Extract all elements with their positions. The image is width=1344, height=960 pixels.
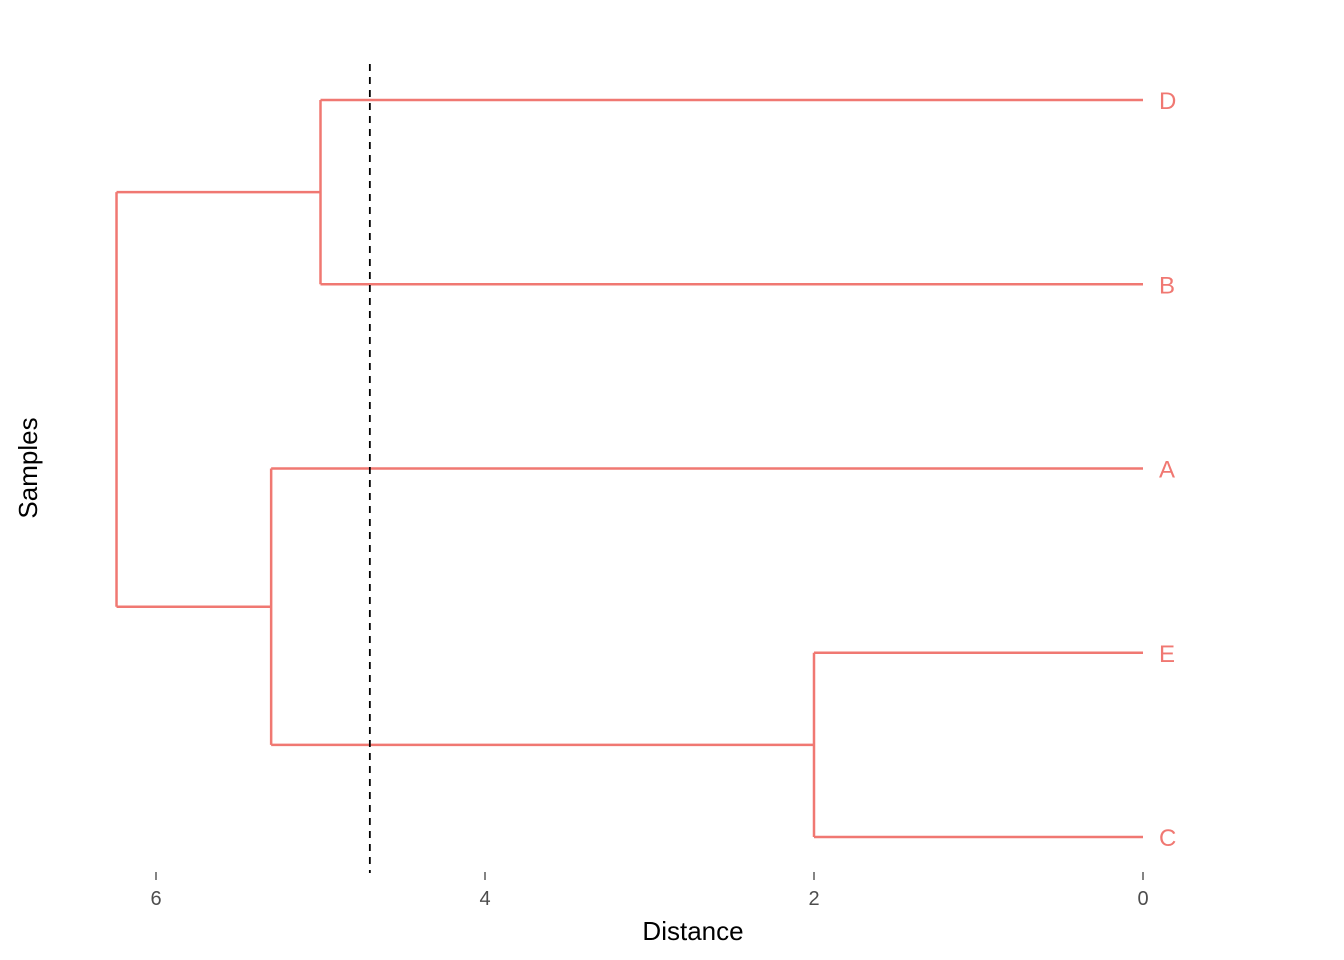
x-tick-label: 2 <box>808 888 819 910</box>
y-axis-title: Samples <box>13 417 43 518</box>
x-tick-label: 6 <box>150 888 161 910</box>
leaf-label: E <box>1159 641 1175 668</box>
x-axis: 6 4 2 0 <box>150 872 1149 910</box>
dendrogram-branches <box>115 98 1143 839</box>
x-tick-label: 0 <box>1137 888 1148 910</box>
leaf-label: A <box>1159 457 1175 484</box>
leaf-label: D <box>1159 88 1176 115</box>
x-tick-label: 4 <box>479 888 490 910</box>
leaf-label: C <box>1159 825 1176 852</box>
x-axis-title: Distance <box>642 916 743 946</box>
leaf-label: B <box>1159 272 1175 299</box>
leaf-labels: D B A E C <box>1159 88 1176 852</box>
